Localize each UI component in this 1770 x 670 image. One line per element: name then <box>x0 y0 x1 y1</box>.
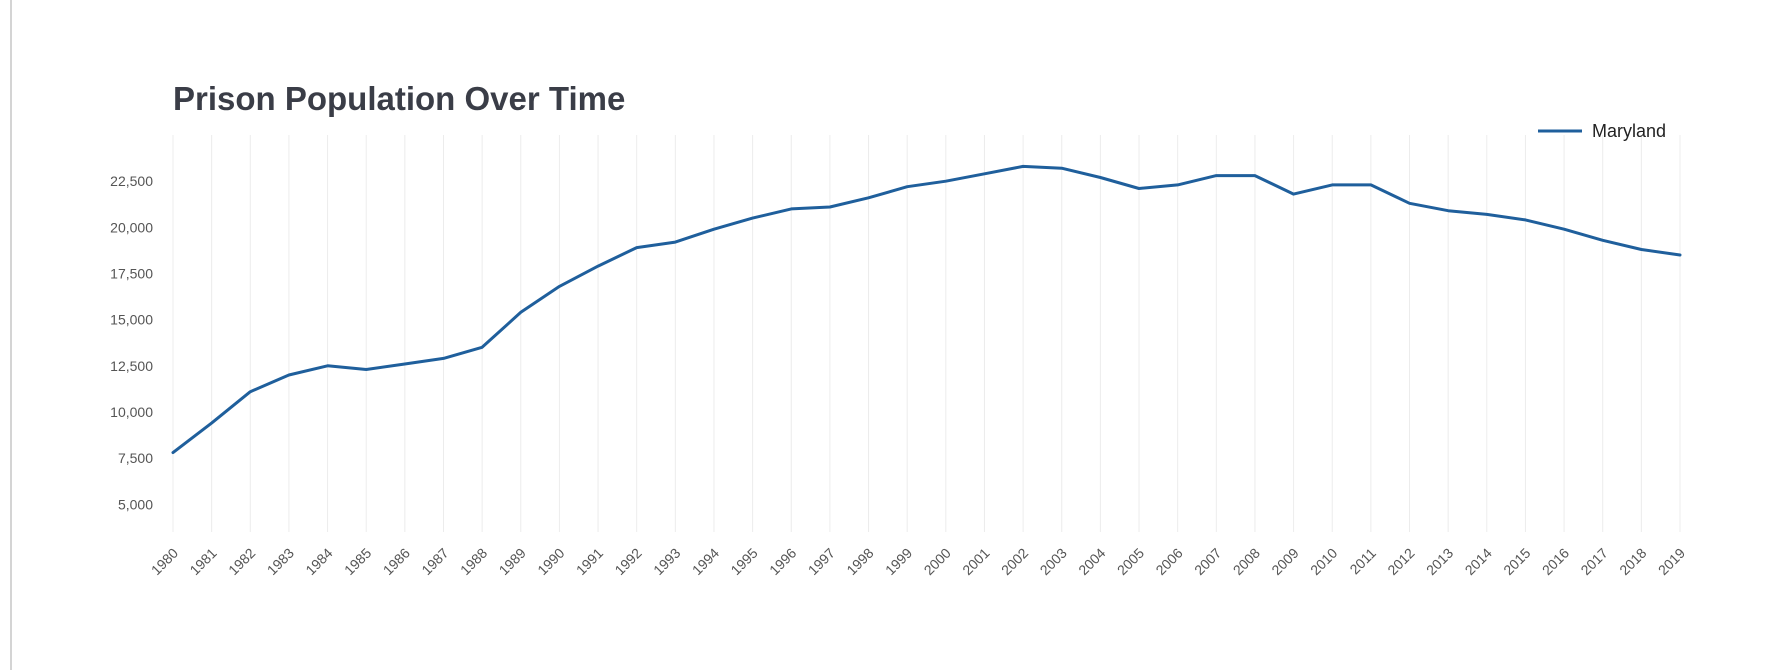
x-tick-label: 2015 <box>1500 545 1533 578</box>
y-tick-label: 12,500 <box>110 358 153 374</box>
y-tick-label: 15,000 <box>110 312 153 328</box>
x-tick-label: 2004 <box>1075 545 1108 578</box>
x-tick-label: 2008 <box>1230 545 1263 578</box>
legend-label: Maryland <box>1592 121 1666 141</box>
x-tick-label: 1995 <box>727 545 760 578</box>
y-tick-label: 7,500 <box>118 450 153 466</box>
x-tick-label: 2016 <box>1539 545 1572 578</box>
y-axis: 5,000 7,500 10,000 12,500 15,000 17,500 20,000… <box>110 173 153 512</box>
grid-lines <box>172 135 1681 532</box>
x-tick-label: 2009 <box>1268 545 1301 578</box>
chart-title: Prison Population Over Time <box>173 80 625 117</box>
x-tick-label: 1983 <box>264 545 297 578</box>
x-tick-label: 1982 <box>225 545 258 578</box>
x-tick-label: 1999 <box>882 545 915 578</box>
x-tick-label: 2001 <box>959 545 992 578</box>
x-tick-label: 2013 <box>1423 545 1456 578</box>
y-tick-label: 17,500 <box>110 265 153 281</box>
x-tick-label: 1990 <box>534 545 567 578</box>
x-tick-label: 2000 <box>921 545 954 578</box>
x-tick-label: 2003 <box>1037 545 1070 578</box>
x-tick-label: 2019 <box>1655 545 1688 578</box>
x-tick-label: 1984 <box>302 545 335 578</box>
x-tick-label: 1987 <box>418 545 451 578</box>
y-tick-label: 20,000 <box>110 219 153 235</box>
x-tick-label: 2018 <box>1616 545 1649 578</box>
x-tick-label: 2002 <box>998 545 1031 578</box>
x-tick-label: 1986 <box>380 545 413 578</box>
series-group <box>171 164 1682 455</box>
x-tick-label: 2012 <box>1384 545 1417 578</box>
x-tick-label: 2006 <box>1152 545 1185 578</box>
x-tick-label: 2005 <box>1114 545 1147 578</box>
x-tick-label: 1992 <box>611 545 644 578</box>
x-tick-label: 1994 <box>689 545 722 578</box>
x-tick-label: 2014 <box>1462 545 1495 578</box>
x-tick-label: 1996 <box>766 545 799 578</box>
x-tick-label: 1981 <box>186 545 219 578</box>
y-tick-label: 22,500 <box>110 173 153 189</box>
x-axis: 1980 1981 1982 1983 1984 1985 1986 1987 1988 1989… <box>148 545 1688 578</box>
x-tick-label: 1980 <box>148 545 181 578</box>
y-tick-label: 10,000 <box>110 404 153 420</box>
x-tick-label: 1993 <box>650 545 683 578</box>
series-line <box>171 164 1682 455</box>
x-tick-label: 1985 <box>341 545 374 578</box>
x-tick-label: 2011 <box>1346 545 1379 578</box>
x-tick-label: 2010 <box>1307 545 1340 578</box>
legend: Maryland <box>1538 121 1666 141</box>
page-left-border <box>10 0 12 670</box>
x-tick-label: 1988 <box>457 545 490 578</box>
x-tick-label: 1998 <box>843 545 876 578</box>
x-tick-label: 1989 <box>496 545 529 578</box>
x-tick-label: 1991 <box>573 545 606 578</box>
y-tick-label: 5,000 <box>118 496 153 512</box>
x-tick-label: 2007 <box>1191 545 1224 578</box>
x-tick-label: 1997 <box>805 545 838 578</box>
x-tick-label: 2017 <box>1577 545 1610 578</box>
